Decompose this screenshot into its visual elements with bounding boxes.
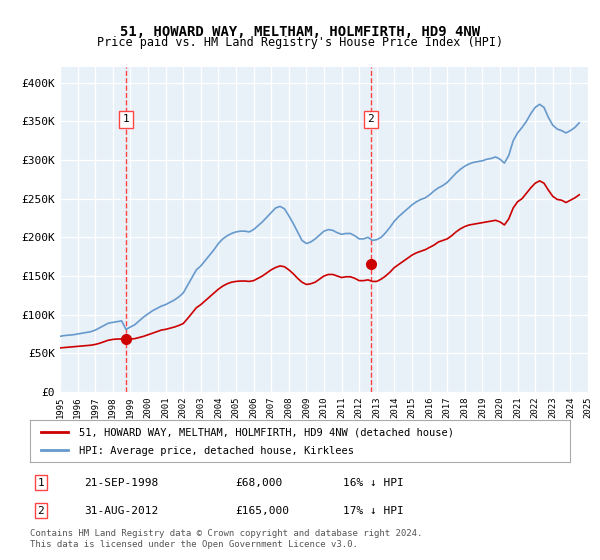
Text: £68,000: £68,000 [235,478,283,488]
Text: Price paid vs. HM Land Registry's House Price Index (HPI): Price paid vs. HM Land Registry's House … [97,36,503,49]
Text: 17% ↓ HPI: 17% ↓ HPI [343,506,404,516]
Text: 31-AUG-2012: 31-AUG-2012 [84,506,158,516]
Text: HPI: Average price, detached house, Kirklees: HPI: Average price, detached house, Kirk… [79,446,353,456]
Text: 1: 1 [122,114,130,124]
Text: 2: 2 [37,506,44,516]
Text: 21-SEP-1998: 21-SEP-1998 [84,478,158,488]
Text: 51, HOWARD WAY, MELTHAM, HOLMFIRTH, HD9 4NW (detached house): 51, HOWARD WAY, MELTHAM, HOLMFIRTH, HD9 … [79,428,454,437]
Text: 16% ↓ HPI: 16% ↓ HPI [343,478,404,488]
Text: £165,000: £165,000 [235,506,289,516]
Text: 51, HOWARD WAY, MELTHAM, HOLMFIRTH, HD9 4NW: 51, HOWARD WAY, MELTHAM, HOLMFIRTH, HD9 … [120,25,480,39]
Text: Contains HM Land Registry data © Crown copyright and database right 2024.
This d: Contains HM Land Registry data © Crown c… [30,529,422,549]
Text: 2: 2 [368,114,374,124]
Text: 1: 1 [37,478,44,488]
